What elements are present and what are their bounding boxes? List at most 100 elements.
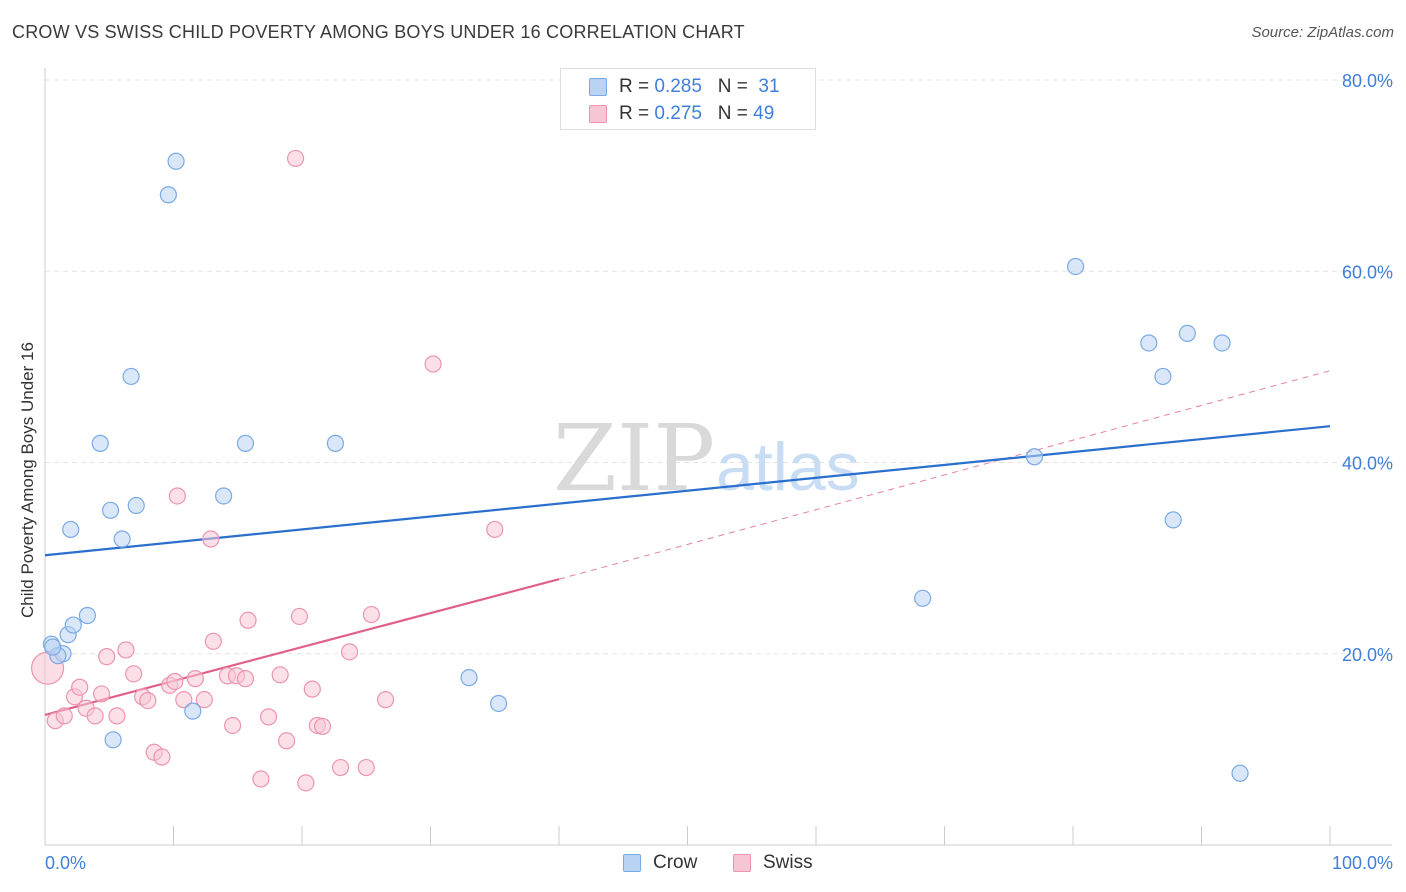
y-tick-label: 20.0% (1342, 645, 1393, 665)
watermark: ZIP atlas (553, 405, 860, 512)
swiss-point (486, 520, 504, 539)
swiss-point (86, 707, 104, 725)
swiss-point (290, 607, 309, 626)
swiss-point (175, 691, 193, 709)
x-tick-label-min: 0.0% (45, 853, 86, 873)
swiss-point (108, 707, 126, 725)
crow-point (914, 589, 932, 607)
crow-point (101, 501, 120, 519)
crow-point (1164, 511, 1182, 529)
swiss-point (286, 149, 305, 168)
crow-point (127, 496, 145, 515)
swiss-point (239, 611, 257, 629)
crow-point (104, 731, 122, 749)
swiss-r-label: R = (619, 103, 655, 124)
swiss-point (376, 691, 395, 709)
crow-point (78, 606, 97, 625)
y-tick-label: 80.0% (1342, 71, 1393, 91)
swiss-point (195, 691, 213, 709)
crow-point (184, 702, 202, 720)
crow-n-value: 31 (758, 76, 780, 97)
swiss-point (202, 530, 220, 548)
swiss-point (277, 732, 296, 750)
crow-point (215, 487, 233, 505)
crow-point (1025, 448, 1044, 466)
crow-trend-solid (44, 425, 1331, 557)
legend-swiss-label: Swiss (763, 852, 813, 873)
crow-point (1154, 367, 1172, 386)
crow-point (113, 530, 131, 548)
swiss-r-value: 0.275 (654, 103, 702, 124)
crow-point (1140, 334, 1158, 352)
swiss-point (362, 605, 380, 624)
swiss-point (331, 758, 350, 777)
swiss-point (259, 708, 278, 726)
swiss-point (271, 666, 289, 684)
crow-point (460, 669, 478, 687)
swiss-point (252, 770, 270, 788)
crow-point (1066, 257, 1085, 276)
crow-point (91, 434, 109, 452)
swiss-point (125, 665, 143, 683)
crow-n-label: N = (717, 76, 754, 97)
swiss-trend-lines (44, 370, 1331, 717)
crow-point (167, 152, 185, 170)
legend-crow-label: Crow (653, 852, 698, 873)
legend-crow-swatch (623, 854, 641, 872)
swiss-point (139, 692, 157, 710)
stats-legend: R = 0.285 N = 31 R = 0.275 N = 49 (560, 68, 816, 130)
chart-title: CROW VS SWISS CHILD POVERTY AMONG BOYS U… (12, 22, 745, 42)
x-tick-label-max: 100.0% (1332, 853, 1393, 873)
crow-point (236, 434, 255, 452)
crow-point (490, 694, 508, 713)
swiss-point (224, 716, 242, 735)
swiss-points (30, 149, 504, 792)
y-tick-label: 40.0% (1342, 454, 1393, 474)
crow-r-label: R = (619, 76, 655, 97)
crow-swatch (589, 78, 607, 96)
y-axis-label: Child Poverty Among Boys Under 16 (18, 342, 37, 618)
source-credit: Source: ZipAtlas.com (1251, 24, 1394, 41)
swiss-point (166, 672, 184, 691)
swiss-n-label: N = (717, 103, 754, 124)
tick-labels: 20.0% 40.0% 60.0% 80.0% 0.0% 100.0% (45, 71, 1393, 873)
crow-point (159, 186, 177, 204)
swiss-point (313, 717, 332, 736)
swiss-point (297, 774, 315, 792)
swiss-swatch (589, 105, 607, 123)
swiss-trend-dashed (558, 370, 1331, 580)
swiss-point (204, 632, 222, 650)
crow-points (42, 152, 1249, 782)
crow-r-value: 0.285 (654, 76, 702, 97)
watermark-atlas: atlas (716, 429, 860, 505)
y-tick-label: 60.0% (1342, 262, 1393, 282)
crow-trend-line (44, 425, 1331, 557)
swiss-point (153, 748, 171, 766)
swiss-point (236, 670, 255, 688)
swiss-point (98, 648, 116, 666)
crow-point (44, 638, 62, 656)
crow-point (122, 367, 140, 386)
watermark-zip: ZIP (553, 405, 715, 512)
gridlines (45, 79, 1392, 655)
legend-swiss-swatch (733, 854, 751, 872)
series-legend: Crow Swiss (0, 852, 1406, 878)
crow-point (1213, 334, 1231, 352)
swiss-point (55, 707, 73, 725)
swiss-point (340, 643, 359, 661)
crow-point (62, 520, 80, 539)
swiss-point (303, 680, 321, 698)
swiss-point (357, 758, 375, 777)
swiss-n-value: 49 (753, 103, 775, 124)
crow-point (1178, 324, 1196, 343)
crow-point (64, 616, 82, 634)
swiss-point (92, 685, 111, 703)
swiss-point (424, 355, 442, 373)
swiss-point (117, 641, 135, 659)
crow-point (1231, 764, 1249, 782)
swiss-point (186, 670, 204, 688)
crow-point (326, 434, 345, 452)
swiss-point (168, 487, 186, 505)
swiss-point (71, 678, 89, 696)
